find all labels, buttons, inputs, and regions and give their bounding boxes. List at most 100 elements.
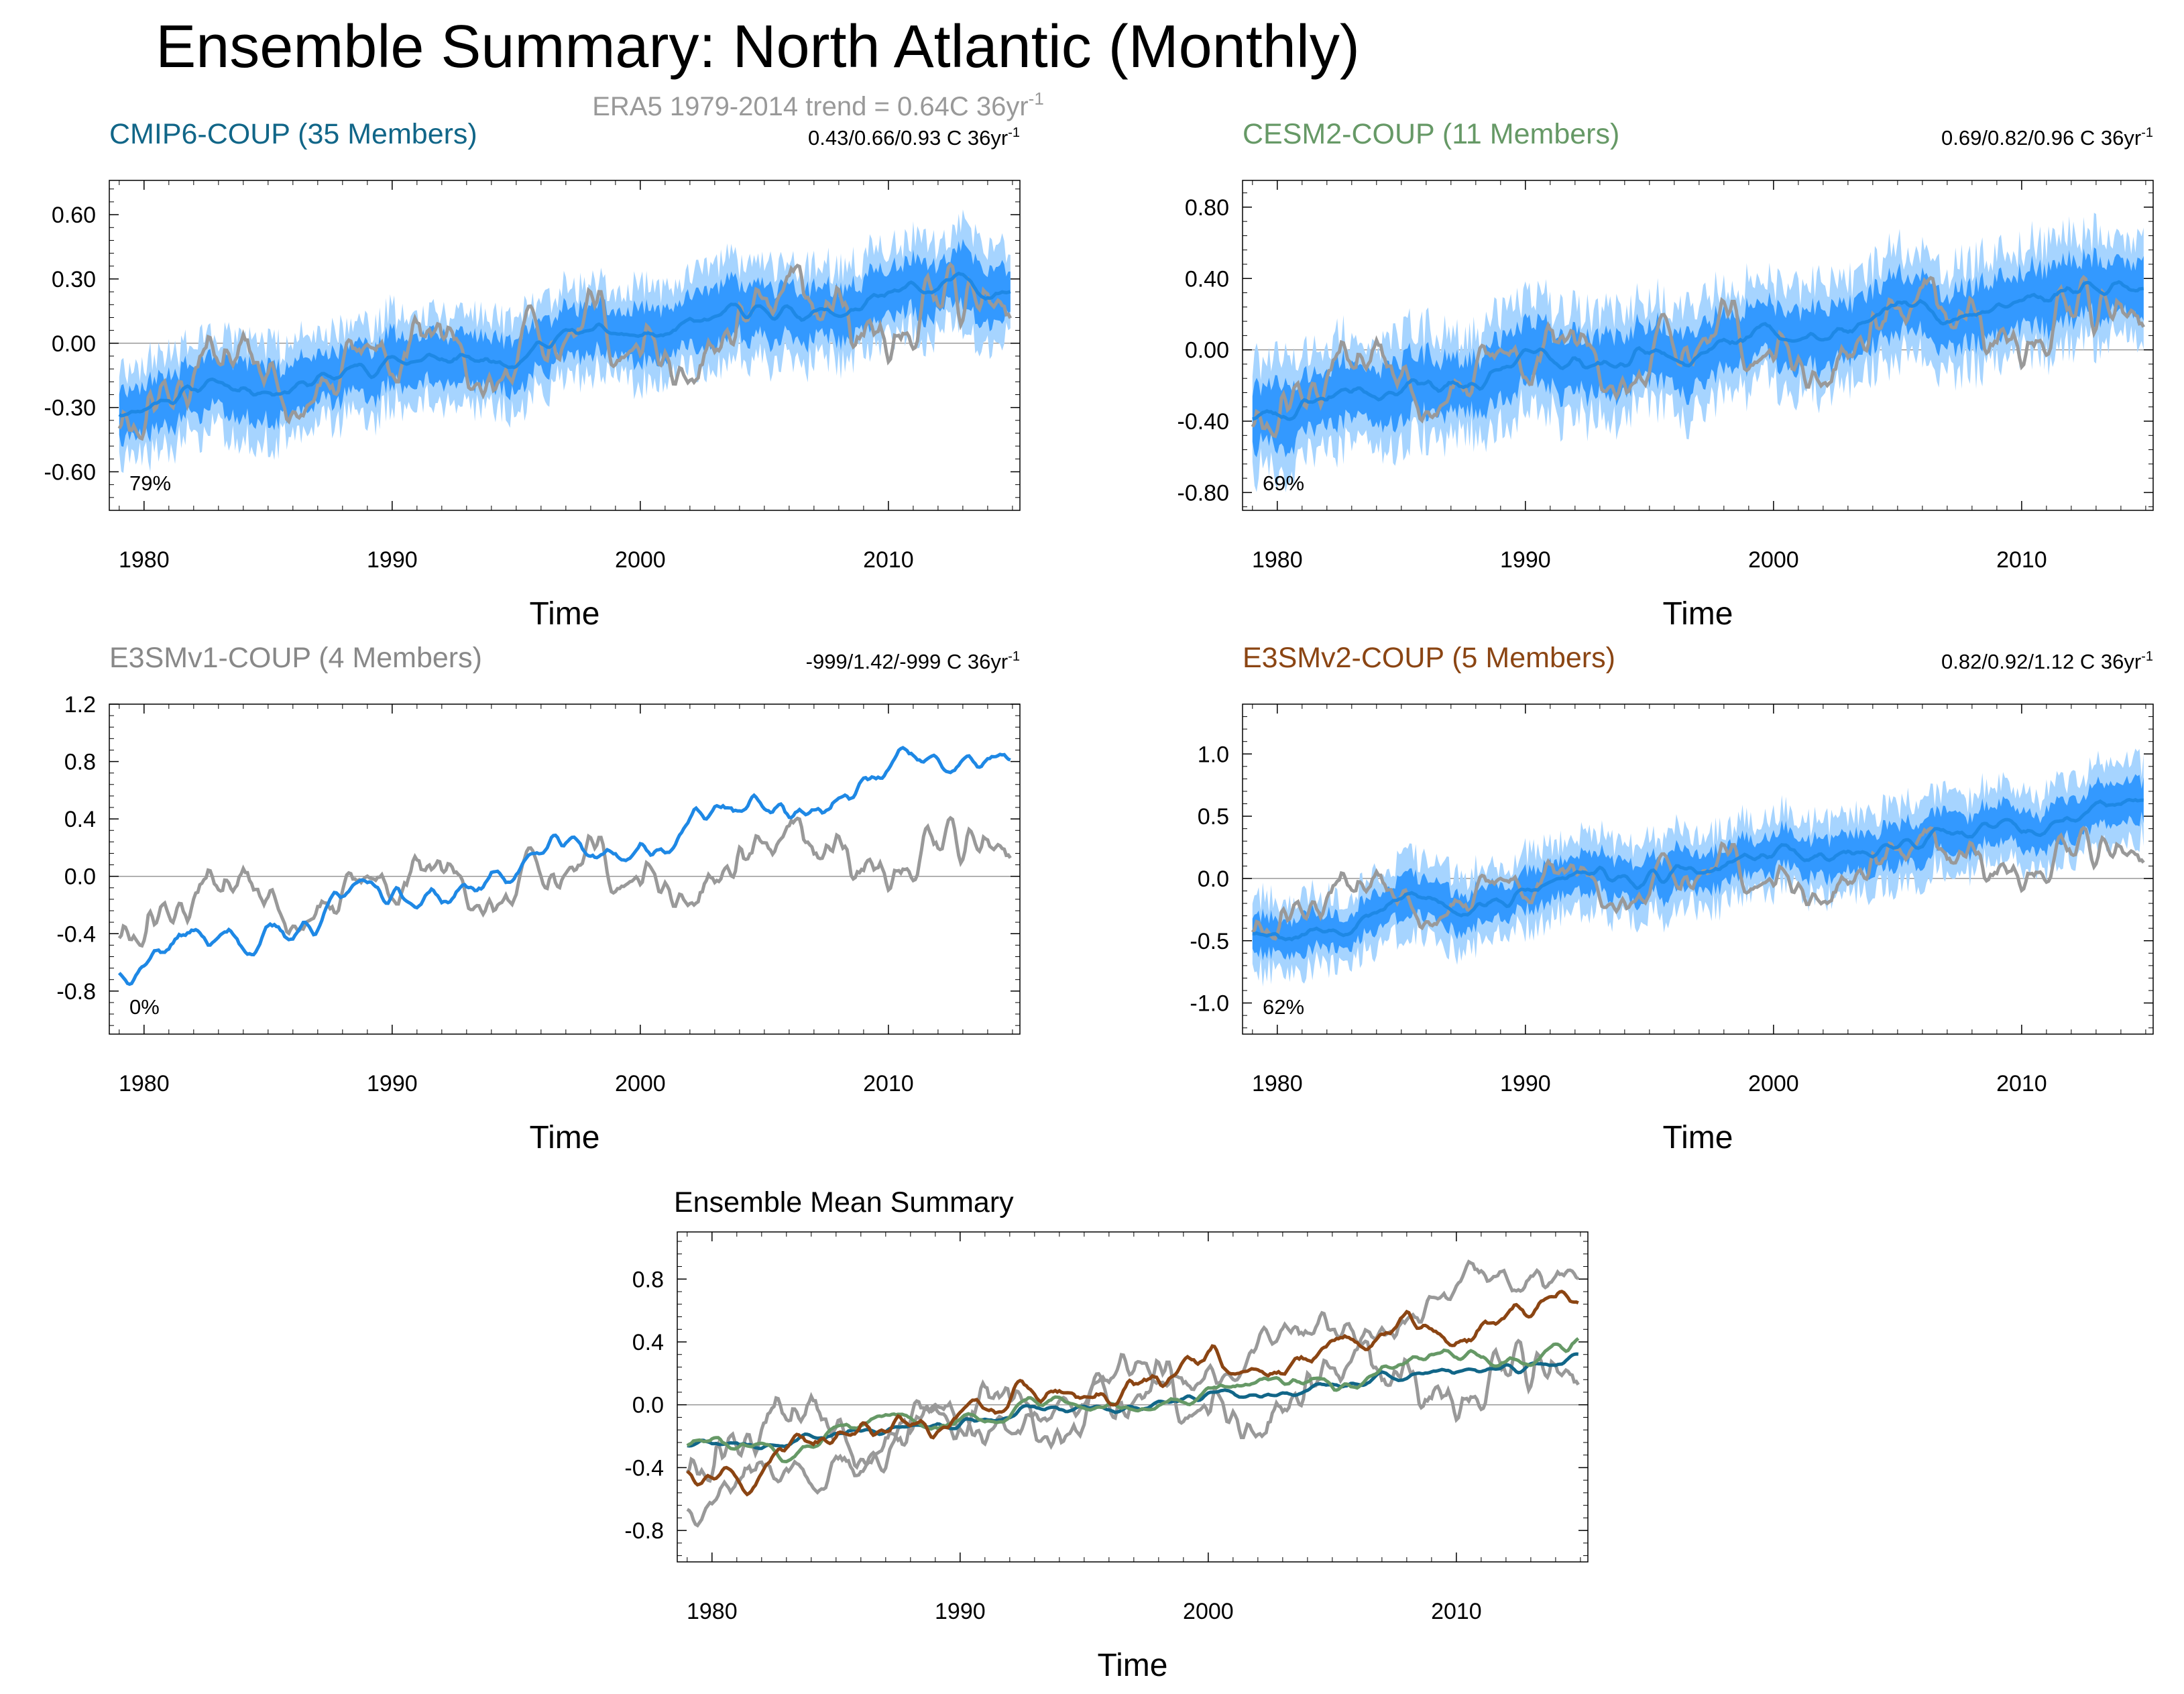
figure-subtitle: ERA5 1979-2014 trend = 0.64C 36yr-1 (592, 89, 1044, 121)
trend-value: 0.69/0.82/0.96 C 36yr (1941, 126, 2141, 150)
x-axis-label: Time (1663, 1120, 1733, 1155)
x-axis-label: Time (1663, 596, 1733, 632)
ytick-label: 0.00 (52, 331, 96, 357)
trend-sup: -1 (2141, 649, 2153, 664)
series-e3smv2-coup (686, 1290, 1579, 1497)
ytick-label: -0.40 (1177, 409, 1230, 435)
xtick-label: 2010 (863, 547, 914, 573)
ytick-label: 0.8 (632, 1267, 664, 1292)
trend-label: 0.69/0.82/0.96 C 36yr-1 (1941, 125, 2153, 150)
xtick-label: 2010 (1996, 547, 2047, 573)
percent-label: 62% (1263, 995, 1304, 1019)
plot-area (1251, 748, 2145, 987)
plot-area (117, 209, 1013, 473)
ytick-label: -0.60 (44, 459, 97, 485)
panel-e3smv1: E3SMv1-COUP (4 Members) -999/1.42/-999 C … (56, 642, 1021, 1155)
ensemble-range-inner (1252, 774, 2144, 961)
plot-area (685, 1259, 1580, 1528)
plot-frame (677, 1231, 1589, 1563)
ensemble-mean-line (1252, 280, 2144, 421)
ensemble-mean-line (118, 271, 1011, 418)
ytick-label: -1.0 (1190, 991, 1229, 1017)
xtick-label: 1990 (1500, 547, 1551, 573)
percent-label: 69% (1263, 471, 1304, 495)
ytick-label: 0.60 (52, 203, 96, 228)
xtick-label: 1990 (367, 547, 418, 573)
x-axis-label: Time (530, 596, 600, 632)
trend-sup: -1 (2141, 125, 2153, 140)
panels: CMIP6-COUP (35 Members) 0.43/0.66/0.93 C … (44, 118, 2154, 1683)
ensemble-mean-line (117, 746, 1011, 986)
x-axis-label: Time (530, 1120, 600, 1155)
ytick-label: -0.4 (624, 1455, 664, 1481)
xtick-label: 1980 (119, 547, 170, 573)
trend-value: 0.43/0.66/0.93 C 36yr (808, 126, 1008, 150)
xtick-label: 1990 (367, 1071, 418, 1096)
ensemble-mean-line (1252, 797, 2144, 942)
xtick-label: 2000 (615, 547, 666, 573)
panel-title: CESM2-COUP (11 Members) (1243, 118, 1619, 150)
xtick-label: 2000 (1748, 547, 1799, 573)
era5-obs-line (117, 262, 1013, 441)
panel-cmip6: CMIP6-COUP (35 Members) 0.43/0.66/0.93 C … (44, 118, 1021, 632)
xtick-label: 1980 (687, 1599, 738, 1624)
series-cesm2-coup (686, 1337, 1580, 1464)
ytick-label: -0.8 (624, 1518, 664, 1544)
ytick-label: 0.40 (1185, 266, 1229, 292)
panel-title: Ensemble Mean Summary (674, 1186, 1014, 1219)
ytick-label: 0.30 (52, 267, 96, 292)
ytick-label: 0.0 (632, 1393, 664, 1418)
trend-label: -999/1.42/-999 C 36yr-1 (806, 649, 1020, 673)
ytick-label: 0.4 (64, 807, 96, 832)
panel-cesm2: CESM2-COUP (11 Members) 0.69/0.82/0.96 C … (1177, 118, 2154, 632)
ytick-label: -0.5 (1190, 929, 1229, 954)
percent-label: 79% (129, 471, 171, 495)
trend-value: 0.82/0.92/1.12 C 36yr (1941, 650, 2141, 673)
panel-title: E3SMv2-COUP (5 Members) (1243, 642, 1615, 674)
ytick-label: 1.2 (64, 692, 96, 718)
trend-sup: -1 (1008, 649, 1020, 664)
xtick-label: 2010 (863, 1071, 914, 1096)
ytick-label: 0.0 (64, 864, 96, 890)
trend-sup: -1 (1008, 125, 1020, 140)
ytick-label: 1.0 (1198, 742, 1229, 767)
panel-title: E3SMv1-COUP (4 Members) (109, 642, 482, 674)
ytick-label: 0.80 (1185, 195, 1229, 221)
xtick-label: 2010 (1431, 1599, 1482, 1624)
trend-value: -999/1.42/-999 C 36yr (806, 650, 1009, 673)
ytick-label: 0.0 (1198, 866, 1229, 892)
ytick-label: 0.00 (1185, 338, 1229, 363)
xtick-label: 2000 (1748, 1071, 1799, 1096)
xtick-label: 1990 (1500, 1071, 1551, 1096)
era5-obs-line (117, 815, 1012, 948)
figure-title: Ensemble Summary: North Atlantic (Monthl… (156, 13, 1360, 80)
ytick-label: 0.8 (64, 750, 96, 775)
xtick-label: 1980 (1252, 547, 1303, 573)
ytick-label: -0.4 (56, 921, 96, 947)
series-cmip6-coup (687, 1352, 1579, 1451)
trend-label: 0.43/0.66/0.93 C 36yr-1 (808, 125, 1020, 150)
subtitle-sup: -1 (1029, 89, 1044, 109)
x-axis-label: Time (1098, 1648, 1168, 1683)
plot-area (1251, 213, 2145, 493)
percent-label: 0% (129, 995, 160, 1019)
xtick-label: 2000 (615, 1071, 666, 1096)
panel-summary: Ensemble Mean Summary -0.8 -0.4 0.0 0.4 0.8 19… (624, 1186, 1589, 1683)
panel-e3smv2: E3SMv2-COUP (5 Members) 0.82/0.92/1.12 C … (1190, 642, 2154, 1155)
subtitle-main: ERA5 1979-2014 trend = 0.64C 36yr (592, 92, 1028, 121)
plot-area (117, 746, 1012, 986)
era5-obs-line (1251, 274, 2145, 439)
ytick-label: 0.5 (1198, 804, 1229, 830)
xtick-label: 2010 (1996, 1071, 2047, 1096)
xtick-label: 1980 (119, 1071, 170, 1096)
ytick-label: 0.4 (632, 1330, 664, 1355)
xtick-label: 2000 (1183, 1599, 1234, 1624)
trend-label: 0.82/0.92/1.12 C 36yr-1 (1941, 649, 2153, 673)
xtick-label: 1990 (935, 1599, 986, 1624)
plot-frame (109, 703, 1021, 1035)
ytick-label: -0.80 (1177, 480, 1230, 506)
series-e3smv1-coup (686, 1259, 1580, 1528)
ytick-label: -0.30 (44, 396, 97, 421)
panel-title: CMIP6-COUP (35 Members) (109, 118, 477, 150)
